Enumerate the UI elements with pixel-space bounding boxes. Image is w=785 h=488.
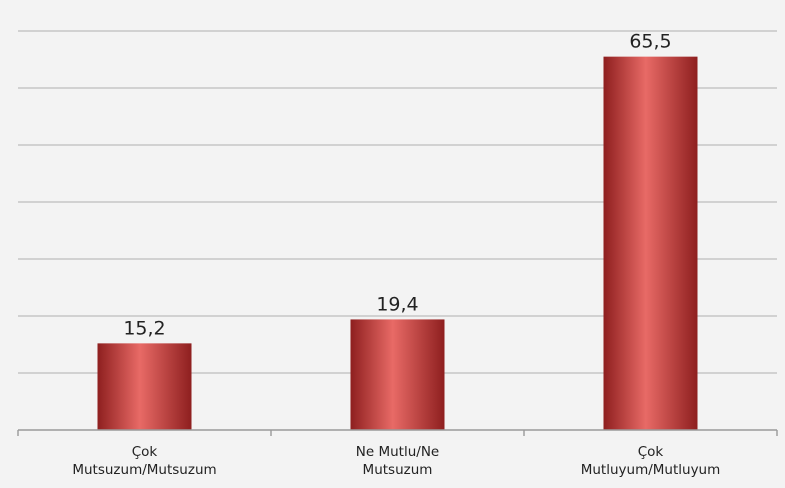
data-label: 15,2 bbox=[123, 317, 165, 339]
category-label: Çok bbox=[638, 444, 664, 460]
bar bbox=[603, 56, 698, 431]
bars bbox=[97, 56, 698, 431]
bar bbox=[97, 343, 192, 430]
data-label: 19,4 bbox=[376, 293, 418, 315]
category-label: Çok bbox=[132, 444, 158, 460]
gridlines bbox=[18, 30, 777, 374]
x-axis bbox=[17, 429, 778, 436]
category-labels: Çok Mutsuzum/Mutsuzum Ne Mutlu/Ne Mutsuzum Ç… bbox=[72, 444, 720, 478]
bar bbox=[350, 319, 445, 430]
category-label: Mutluyum/Mutluyum bbox=[581, 462, 721, 478]
data-label: 65,5 bbox=[629, 31, 671, 53]
data-labels: 15,2 19,4 65,5 bbox=[123, 31, 671, 340]
category-label: Mutsuzum/Mutsuzum bbox=[72, 462, 216, 478]
category-label: Mutsuzum bbox=[363, 462, 433, 478]
category-label: Ne Mutlu/Ne bbox=[356, 444, 439, 460]
